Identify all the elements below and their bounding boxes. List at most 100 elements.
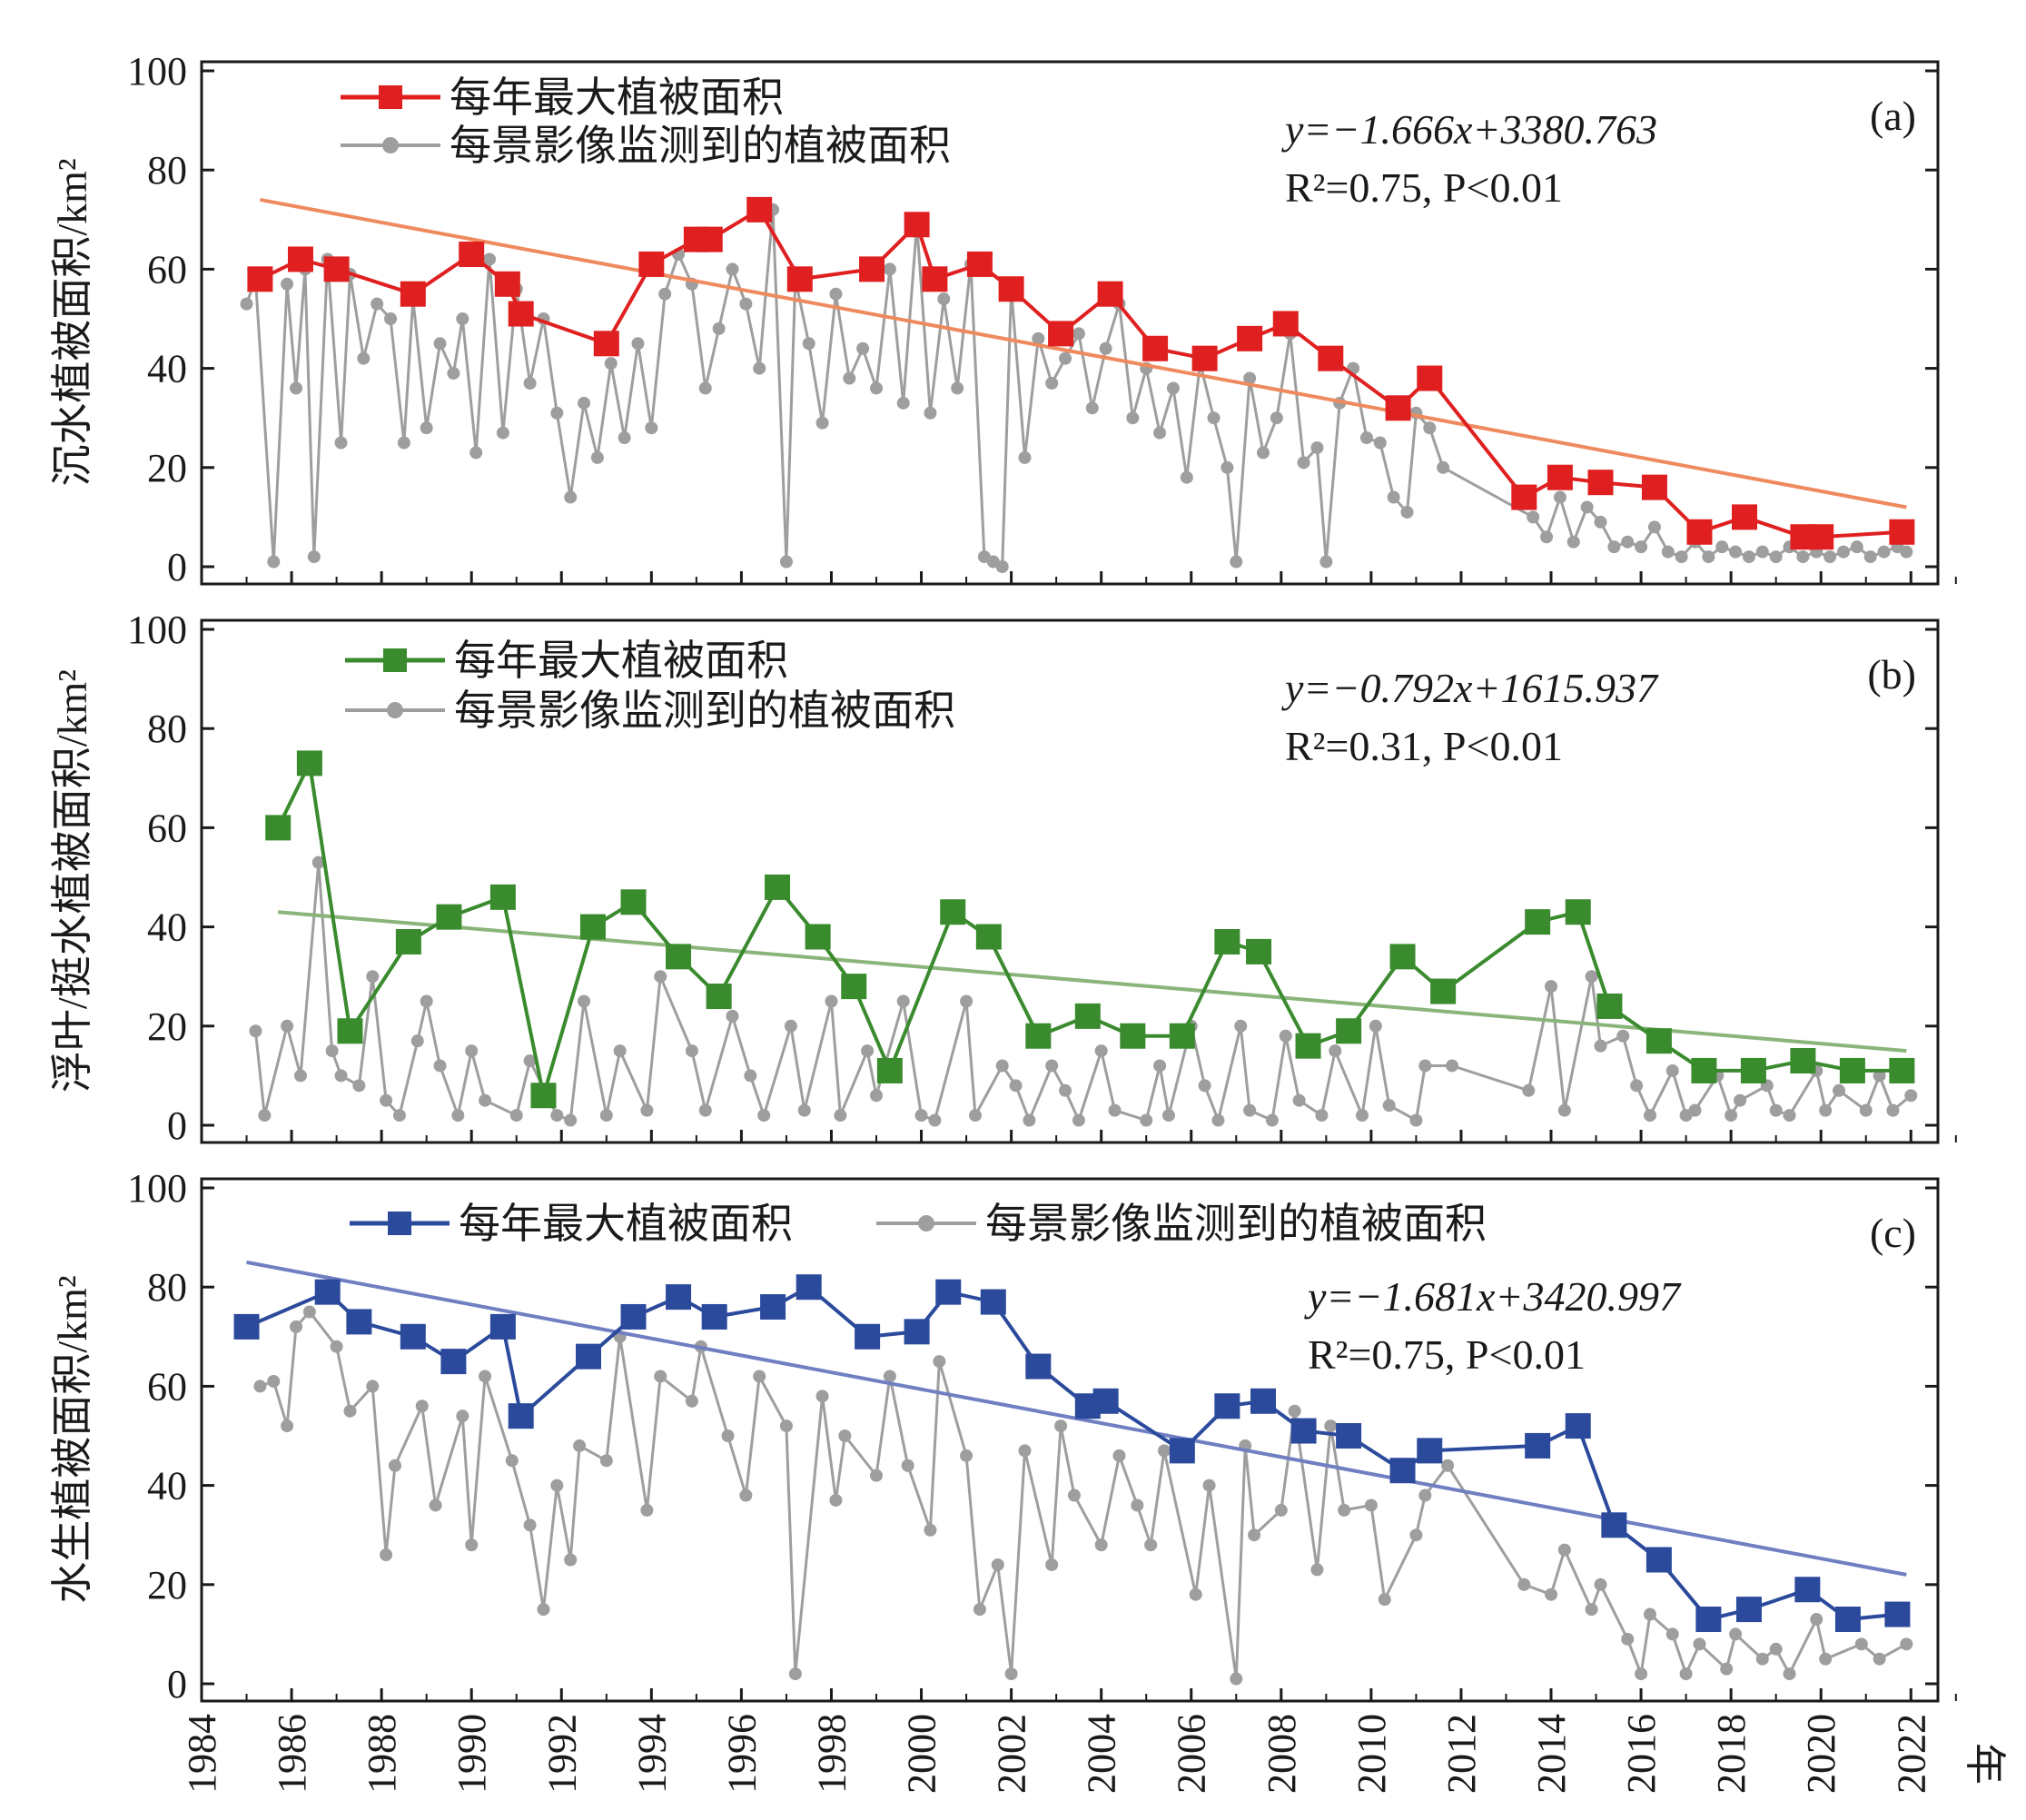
annual-max-point bbox=[1318, 345, 1344, 371]
annual-max-point bbox=[1336, 1018, 1362, 1044]
x-tick-label: 1990 bbox=[450, 1714, 494, 1794]
panel-c-y-ticks: 0 20 40 60 80 100 bbox=[127, 1166, 1957, 1706]
scene-point bbox=[901, 1459, 914, 1472]
scene-point bbox=[1004, 1667, 1018, 1681]
annual-max-point bbox=[1097, 281, 1123, 307]
y-tick-label: 40 bbox=[147, 1464, 187, 1508]
annual-max-point bbox=[855, 1323, 881, 1350]
scene-point bbox=[1054, 1419, 1068, 1433]
scene-point bbox=[1823, 550, 1837, 564]
scene-point bbox=[293, 1069, 307, 1083]
scene-point bbox=[1734, 1093, 1747, 1107]
scene-point bbox=[578, 396, 591, 410]
scene-point bbox=[914, 1109, 928, 1123]
scene-point bbox=[1094, 1538, 1108, 1552]
annual-max-point bbox=[265, 815, 292, 841]
scene-point bbox=[1665, 1063, 1679, 1077]
scene-point bbox=[1819, 1652, 1833, 1666]
scene-point bbox=[1359, 431, 1373, 445]
scene-point bbox=[1400, 505, 1414, 519]
scene-point bbox=[1292, 1093, 1306, 1107]
annual-max-point bbox=[1389, 1458, 1416, 1484]
scene-point bbox=[564, 1553, 578, 1567]
annual-max-point bbox=[638, 251, 665, 277]
scene-point bbox=[267, 1374, 281, 1388]
scene-point bbox=[1067, 1489, 1081, 1502]
scene-point bbox=[415, 1400, 429, 1413]
scene-point bbox=[1621, 535, 1635, 549]
scene-point bbox=[924, 1523, 937, 1537]
scene-point bbox=[960, 1449, 973, 1462]
scene-point bbox=[1166, 381, 1180, 395]
annual-max-point bbox=[395, 928, 421, 955]
annual-max-point bbox=[746, 196, 773, 223]
annual-max-point bbox=[1732, 504, 1758, 530]
annual-max-point bbox=[1092, 1388, 1119, 1414]
annual-max-point bbox=[1214, 928, 1240, 955]
scene-point bbox=[757, 1109, 771, 1123]
scene-series-line bbox=[245, 209, 1908, 569]
scene-point bbox=[1594, 515, 1607, 529]
x-tick-label: 2012 bbox=[1439, 1714, 1484, 1794]
scene-point bbox=[1545, 1588, 1558, 1601]
x-tick-label: 1994 bbox=[629, 1714, 674, 1794]
scene-point bbox=[1522, 1083, 1536, 1097]
scene-point bbox=[1382, 1099, 1396, 1113]
annual-max-point bbox=[975, 924, 1002, 950]
scene-point bbox=[366, 1380, 380, 1393]
scene-point bbox=[1059, 351, 1072, 365]
annual-max-point bbox=[1839, 1057, 1865, 1083]
scene-point bbox=[410, 1034, 424, 1048]
legend-scene-marker bbox=[387, 702, 403, 718]
y-tick-label: 100 bbox=[127, 608, 187, 652]
scene-point bbox=[1140, 1113, 1153, 1127]
scene-point bbox=[456, 312, 469, 325]
annual-max-point bbox=[1889, 1057, 1915, 1083]
scene-point bbox=[1270, 411, 1283, 425]
annual-max-point bbox=[786, 266, 813, 292]
scene-point bbox=[1202, 1479, 1216, 1492]
scene-point bbox=[509, 1109, 523, 1123]
scene-point bbox=[1585, 1603, 1598, 1617]
scene-point bbox=[573, 1439, 587, 1452]
x-tick-label: 2016 bbox=[1619, 1714, 1664, 1794]
scene-point bbox=[1900, 1637, 1913, 1651]
annual-max-point bbox=[1834, 1607, 1861, 1633]
scene-point bbox=[815, 1390, 829, 1403]
scene-point bbox=[1364, 1499, 1378, 1512]
scene-point bbox=[838, 1429, 852, 1442]
scene-point bbox=[1720, 1662, 1734, 1676]
annual-max-point bbox=[1290, 1418, 1317, 1444]
scene-point bbox=[1310, 440, 1324, 454]
scene-point bbox=[698, 1103, 712, 1117]
scene-point bbox=[726, 1009, 739, 1023]
scene-point bbox=[1819, 1103, 1833, 1117]
annual-max-point bbox=[1250, 1388, 1276, 1414]
panel-a-legend: 每年最大植被面积 每景影像监测到的植被面积 bbox=[341, 74, 951, 169]
annual-max-point bbox=[1790, 1048, 1816, 1074]
x-tick-label: 2008 bbox=[1260, 1714, 1304, 1794]
scene-point bbox=[550, 1109, 564, 1123]
annual-max-point bbox=[296, 750, 322, 776]
scene-point bbox=[1112, 1449, 1126, 1462]
scene-point bbox=[1094, 1044, 1108, 1058]
annual-max-point bbox=[1191, 345, 1218, 371]
annual-max-point bbox=[1884, 1601, 1911, 1627]
legend-annual-label: 每年最大植被面积 bbox=[450, 74, 784, 121]
annual-max-point bbox=[1646, 1028, 1672, 1054]
annual-max-point bbox=[337, 1018, 363, 1044]
annual-max-point bbox=[765, 874, 791, 900]
scene-point bbox=[883, 1370, 896, 1383]
scene-point bbox=[1180, 470, 1193, 484]
panel-c: 0 20 40 60 80 100 水生植被面积/km² y=−1.681x+3420.9… bbox=[49, 1166, 1957, 1706]
legend-scene-label: 每景影像监测到的植被面积 bbox=[454, 687, 955, 734]
scene-point bbox=[1580, 500, 1594, 514]
panel-b-tag: (b) bbox=[1867, 651, 1916, 697]
scene-point bbox=[1387, 490, 1400, 504]
scene-point bbox=[1693, 1637, 1706, 1651]
scene-point bbox=[392, 1109, 406, 1123]
annual-max-point bbox=[1169, 1438, 1195, 1464]
scene-point bbox=[825, 994, 838, 1008]
scene-point bbox=[1131, 1499, 1144, 1512]
scene-point bbox=[1665, 1627, 1679, 1641]
